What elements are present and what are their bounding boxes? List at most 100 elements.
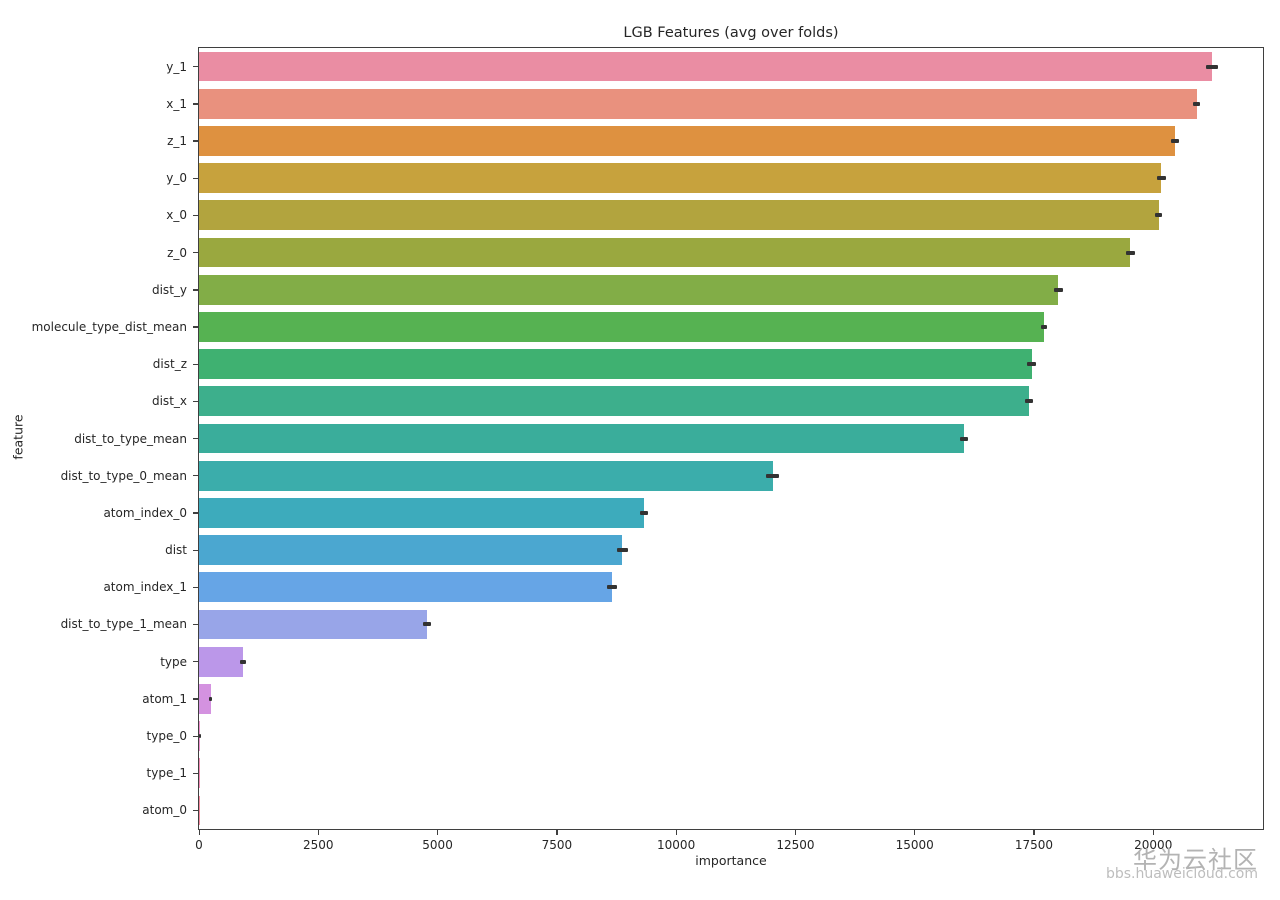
y-tick-label-z_1: z_1 bbox=[167, 133, 187, 148]
error-bar-y_0 bbox=[1156, 176, 1167, 181]
bar-dist_to_type_0_mean bbox=[199, 460, 773, 491]
y-tick-label-molecule_type_dist_mean: molecule_type_dist_mean bbox=[31, 319, 187, 334]
y-tick-mark bbox=[193, 140, 199, 142]
y-tick-label-x_1: x_1 bbox=[166, 96, 187, 111]
y-tick-mark bbox=[193, 363, 199, 365]
x-tick-mark bbox=[1033, 830, 1035, 835]
error-bar-z_1 bbox=[1171, 138, 1180, 143]
bar-z_0 bbox=[199, 237, 1131, 268]
error-bar-molecule_type_dist_mean bbox=[1040, 324, 1048, 329]
y-tick-label-y_0: y_0 bbox=[166, 171, 187, 186]
bar-x_0 bbox=[199, 200, 1159, 231]
y-tick-mark bbox=[193, 772, 199, 774]
bar-dist_to_type_1_mean bbox=[199, 609, 428, 640]
error-bar-y_1 bbox=[1206, 64, 1218, 69]
y-tick-mark bbox=[193, 735, 199, 737]
y-tick-mark bbox=[193, 177, 199, 179]
x-axis: 0 2500 5000 7500 10000 12500 15000 17500 20000 bbox=[195, 829, 1263, 874]
x-tick-mark bbox=[317, 830, 320, 835]
watermark-url: bbs.huaweicloud.com bbox=[1105, 866, 1258, 882]
error-bar-dist_to_type_1_mean bbox=[423, 622, 431, 627]
y-tick-mark bbox=[193, 326, 199, 328]
error-bar-atom_1 bbox=[209, 696, 212, 701]
error-bar-x_0 bbox=[1154, 213, 1163, 218]
y-tick-mark bbox=[193, 549, 199, 551]
error-bar-atom_index_1 bbox=[607, 585, 617, 590]
y-axis-tick-marks bbox=[193, 48, 199, 829]
y-tick-mark bbox=[193, 475, 199, 477]
bar-atom_index_1 bbox=[199, 572, 613, 603]
error-bar-dist_to_type_mean bbox=[959, 436, 969, 441]
error-bar-x_1 bbox=[1192, 101, 1201, 106]
y-tick-label-dist_z: dist_z bbox=[152, 357, 187, 372]
y-tick-mark bbox=[193, 623, 199, 626]
x-tick-label: 10000 bbox=[657, 838, 696, 852]
bar-dist_x bbox=[199, 386, 1029, 417]
x-tick-label: 20000 bbox=[1134, 838, 1173, 852]
plot-area bbox=[198, 47, 1264, 830]
error-bar-dist bbox=[616, 548, 628, 553]
x-tick-label: 15000 bbox=[895, 838, 934, 852]
bar-x_1 bbox=[199, 88, 1197, 119]
y-tick-label-atom_index_0: atom_index_0 bbox=[103, 505, 187, 520]
x-tick-label: 2500 bbox=[303, 838, 334, 852]
bar-atom_1 bbox=[199, 683, 211, 714]
y-tick-mark bbox=[193, 698, 199, 700]
y-tick-mark bbox=[193, 586, 199, 589]
x-tick-mark bbox=[1152, 830, 1155, 835]
x-tick-mark bbox=[198, 830, 200, 835]
x-tick-mark bbox=[437, 830, 439, 835]
y-tick-mark bbox=[193, 252, 199, 254]
y-tick-label-dist_to_type_1_mean: dist_to_type_1_mean bbox=[60, 617, 187, 632]
x-tick-label: 17500 bbox=[1014, 838, 1054, 852]
y-tick-label-atom_index_1: atom_index_1 bbox=[103, 580, 187, 595]
error-bar-type_0 bbox=[199, 734, 201, 739]
y-tick-label-dist_to_type_mean: dist_to_type_mean bbox=[74, 431, 187, 446]
x-tick-label: 12500 bbox=[776, 838, 815, 852]
error-bar-atom_index_0 bbox=[639, 510, 649, 515]
y-tick-mark bbox=[193, 214, 199, 217]
bar-type bbox=[199, 646, 243, 677]
bar-molecule_type_dist_mean bbox=[199, 312, 1044, 342]
bar-dist bbox=[199, 535, 623, 565]
y-tick-mark bbox=[193, 438, 199, 440]
error-bar-dist_z bbox=[1027, 362, 1036, 367]
error-bar-dist_to_type_0_mean bbox=[765, 473, 780, 478]
error-bar-dist_x bbox=[1024, 399, 1033, 404]
bar-atom_index_0 bbox=[199, 498, 645, 528]
y-tick-label-dist_y: dist_y bbox=[151, 282, 187, 297]
error-bar-type bbox=[239, 659, 246, 664]
y-tick-mark bbox=[193, 661, 199, 663]
bar-y_0 bbox=[199, 163, 1162, 194]
x-tick-label: 7500 bbox=[541, 838, 573, 852]
chart-title: LGB Features (avg over folds) bbox=[623, 25, 839, 41]
bar-y_1 bbox=[199, 51, 1212, 82]
y-tick-label-x_0: x_0 bbox=[166, 208, 187, 223]
y-tick-label-type_0: type_0 bbox=[146, 729, 187, 744]
y-tick-label-atom_1: atom_1 bbox=[142, 691, 187, 706]
y-tick-mark bbox=[193, 400, 199, 403]
x-axis-title: importance bbox=[695, 853, 767, 868]
bar-z_1 bbox=[199, 126, 1176, 156]
bar-dist_y bbox=[199, 274, 1059, 305]
y-tick-mark bbox=[193, 809, 199, 812]
bar-dist_to_type_mean bbox=[199, 423, 964, 454]
x-tick-mark bbox=[914, 830, 916, 835]
y-tick-label-dist: dist bbox=[165, 543, 187, 558]
y-tick-label-y_1: y_1 bbox=[166, 59, 187, 74]
y-tick-label-z_0: z_0 bbox=[167, 245, 187, 260]
error-bar-dist_y bbox=[1054, 287, 1063, 292]
x-tick-mark bbox=[794, 830, 797, 835]
x-tick-mark bbox=[675, 830, 677, 835]
x-tick-label: 0 bbox=[195, 838, 203, 852]
y-tick-label-dist_to_type_0_mean: dist_to_type_0_mean bbox=[60, 468, 187, 483]
y-tick-mark bbox=[193, 66, 199, 68]
bar-dist_z bbox=[199, 349, 1032, 379]
y-tick-label-atom_0: atom_0 bbox=[142, 803, 187, 818]
x-tick-label: 5000 bbox=[422, 838, 453, 852]
watermark-text: 华为云社区 bbox=[1133, 846, 1258, 874]
y-axis-labels: y_1 x_1 z_1 y_0 x_0 z_0 dist_y molecule_type_di… bbox=[0, 48, 193, 829]
y-tick-mark bbox=[193, 512, 199, 514]
y-tick-label-type: type bbox=[160, 654, 187, 669]
